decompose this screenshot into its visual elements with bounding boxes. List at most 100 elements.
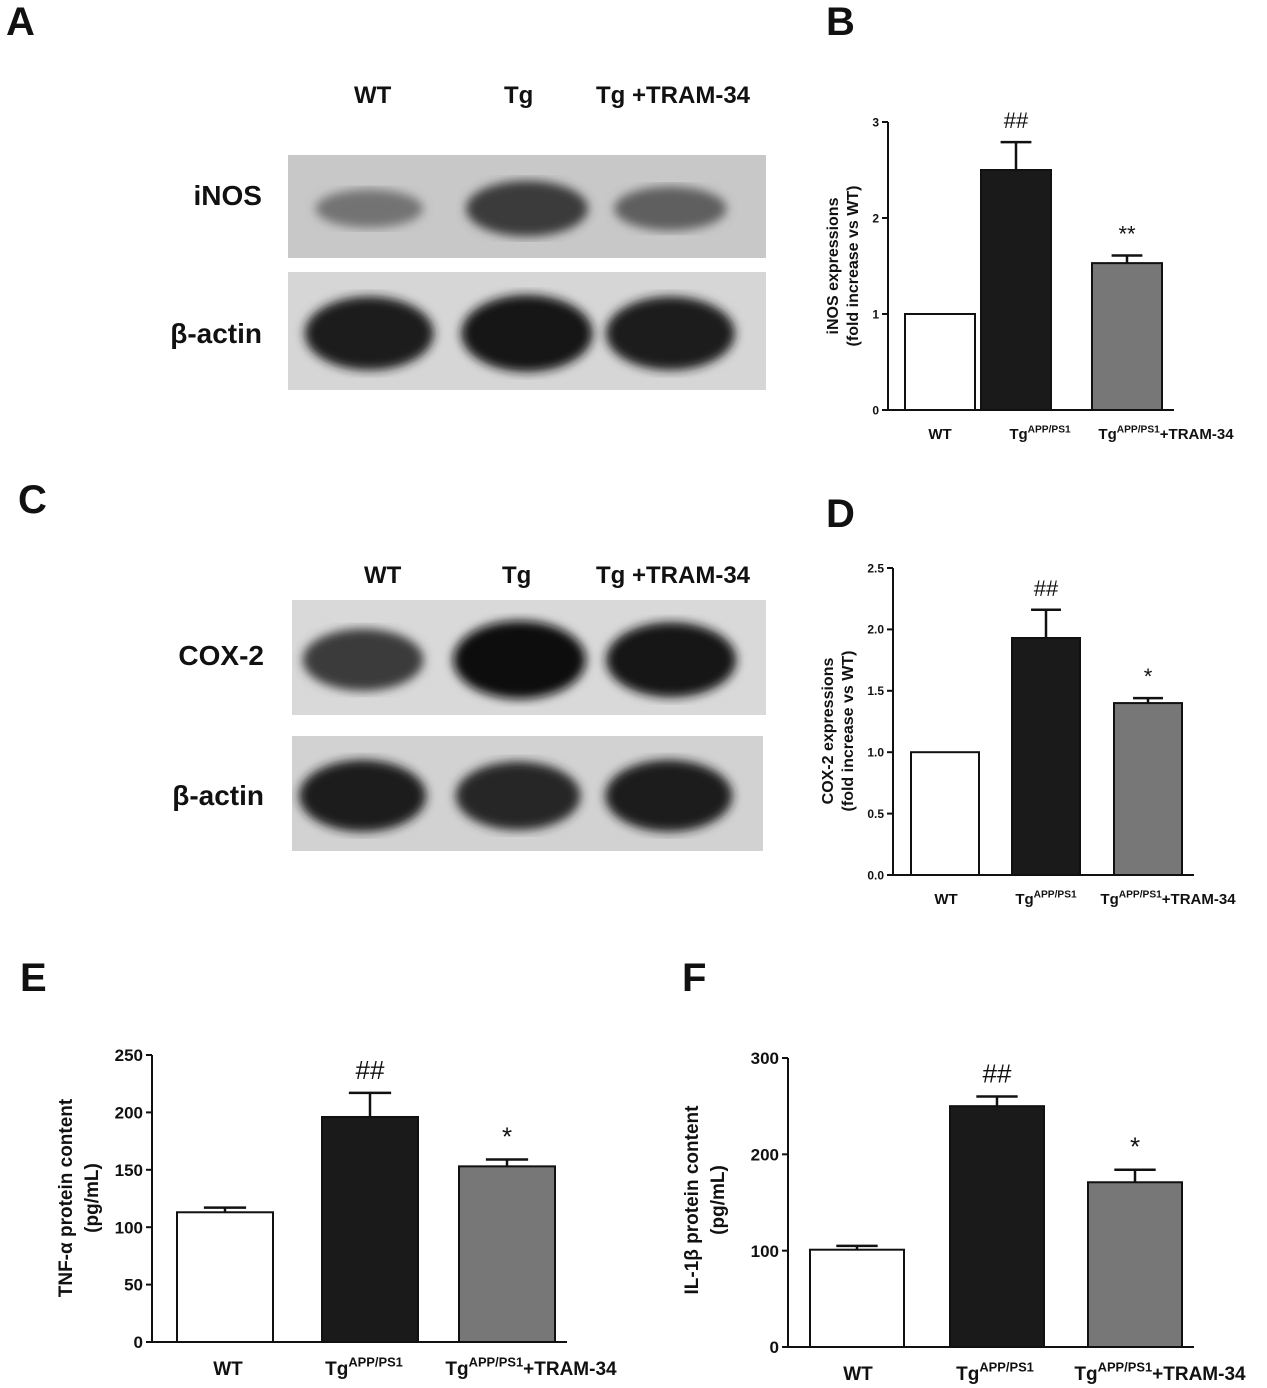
blot-strip-beta-actin [292, 736, 763, 851]
blot-svg [292, 600, 766, 715]
blot-lane-label: Tg +TRAM-34 [596, 562, 751, 589]
blot-band [304, 296, 434, 371]
significance-marker: ## [1004, 108, 1029, 133]
y-tick-label: 200 [751, 1145, 779, 1164]
chart-e: 0 50 100 150 200 250 WT ## TgAPP/PS1 * TgAPP/PS1+T… [56, 1046, 617, 1380]
y-tick-label: 300 [751, 1049, 779, 1068]
blot-lane-label: Tg [502, 562, 532, 589]
category-label: TgAPP/PS1+TRAM-34 [1074, 1359, 1246, 1385]
bar [458, 1165, 556, 1343]
blot-row-label: iNOS [193, 180, 262, 211]
significance-marker: * [502, 1121, 512, 1151]
y-tick-label: 1 [872, 307, 879, 321]
y-axis-label: COX-2 expressions (fold increase vs WT) [820, 651, 857, 812]
y-axis-label: TNF-α protein content (pg/mL) [56, 1098, 103, 1297]
blot-lane-label: WT [354, 82, 392, 109]
bar [1087, 1181, 1183, 1349]
blot-band [614, 186, 727, 231]
category-label: TgAPP/PS1+TRAM-34 [1098, 424, 1234, 443]
y-axis-label-line: COX-2 expressions [820, 658, 837, 805]
blot-band [605, 296, 735, 371]
significance-marker: ** [1118, 221, 1136, 246]
significance-marker: ## [1034, 576, 1059, 601]
y-tick-label: 100 [751, 1242, 779, 1261]
y-tick-label: 1.0 [867, 746, 884, 760]
bar [904, 313, 976, 411]
y-axis-label-line: iNOS expressions [825, 197, 842, 334]
y-axis-label-line: IL-1β protein content [682, 1105, 703, 1295]
significance-marker: * [1130, 1132, 1140, 1162]
panel-letter-e: E [20, 956, 47, 1000]
y-axis-label-line: (pg/mL) [708, 1165, 729, 1235]
blot-strip-beta-actin [288, 272, 766, 390]
blot-row-label: β-actin [172, 780, 264, 811]
blot-row-label: COX-2 [178, 640, 264, 671]
category-label: TgAPP/PS1 [956, 1359, 1034, 1385]
significance-marker: * [1144, 664, 1153, 689]
blot-band [605, 759, 733, 832]
y-tick-label: 1.5 [867, 684, 884, 698]
bar [809, 1248, 905, 1349]
category-label: WT [213, 1359, 243, 1380]
y-axis-label-line: (fold increase vs WT) [845, 186, 862, 347]
significance-marker: ## [983, 1059, 1012, 1089]
y-tick-label: 250 [115, 1046, 143, 1065]
blot-strip-cox-2 [292, 600, 766, 715]
panel-letter-d: D [826, 492, 855, 536]
chart-b: 0 1 2 3 WT ## TgAPP/PS1 ** TgAPP/PS1+TRAM-34 iNOS… [825, 108, 1234, 443]
bar [980, 169, 1052, 411]
bar [176, 1211, 274, 1343]
panel-letter-b: B [826, 0, 855, 44]
blot-band [466, 180, 588, 237]
y-tick-label: 2.0 [867, 623, 884, 637]
y-axis-label-line: (fold increase vs WT) [840, 651, 857, 812]
y-axis-label: IL-1β protein content (pg/mL) [682, 1105, 729, 1295]
blot-lane-label: WT [364, 562, 402, 589]
blot-lane-label: Tg +TRAM-34 [596, 82, 751, 109]
blot-svg [288, 272, 766, 390]
y-tick-label: 2.5 [867, 561, 884, 575]
blot-svg [288, 155, 766, 258]
category-label: TgAPP/PS1 [325, 1354, 403, 1380]
y-tick-label: 2 [872, 211, 879, 225]
chart-d: 0.0 0.5 1.0 1.5 2.0 2.5 WT ## TgAPP/PS1 * TgAPP/PS… [820, 561, 1236, 908]
y-tick-label: 0 [770, 1338, 779, 1357]
y-axis-label: iNOS expressions (fold increase vs WT) [825, 186, 862, 347]
y-tick-label: 150 [115, 1161, 143, 1180]
blot-svg [292, 736, 763, 851]
panel-letter-f: F [682, 956, 707, 1000]
category-label: TgAPP/PS1+TRAM-34 [445, 1354, 617, 1380]
panel-letter-a: A [6, 0, 35, 44]
category-label: TgAPP/PS1 [1015, 889, 1077, 908]
significance-marker: ## [356, 1055, 385, 1085]
category-label: WT [934, 891, 957, 908]
y-tick-label: 0.5 [867, 807, 884, 821]
blot-band [302, 628, 424, 691]
y-tick-label: 200 [115, 1104, 143, 1123]
bar [1113, 702, 1183, 877]
panel-letter-c: C [18, 478, 47, 522]
y-axis-label-line: TNF-α protein content [56, 1098, 77, 1297]
y-tick-label: 50 [124, 1276, 143, 1295]
y-axis-label-line: (pg/mL) [82, 1163, 103, 1233]
y-tick-label: 100 [115, 1218, 143, 1237]
y-tick-label: 0 [872, 403, 879, 417]
blot-strip-inos [288, 155, 766, 258]
blot-lane-label: Tg [504, 82, 534, 109]
bar [321, 1115, 419, 1343]
chart-f: 0 100 200 300 WT ## TgAPP/PS1 * TgAPP/PS1+TRAM-3… [682, 1049, 1246, 1385]
blot-band [315, 189, 424, 228]
blot-row-label: β-actin [170, 318, 262, 349]
y-tick-label: 3 [872, 115, 879, 129]
bar [1011, 636, 1081, 876]
category-label: WT [843, 1364, 873, 1385]
blot-band [455, 761, 581, 831]
category-label: WT [928, 426, 951, 443]
bar [1091, 262, 1163, 411]
y-tick-label: 0.0 [867, 868, 884, 882]
bar [949, 1105, 1045, 1348]
blot-band [299, 759, 427, 832]
category-label: TgAPP/PS1 [1009, 424, 1071, 443]
bar [910, 751, 980, 877]
